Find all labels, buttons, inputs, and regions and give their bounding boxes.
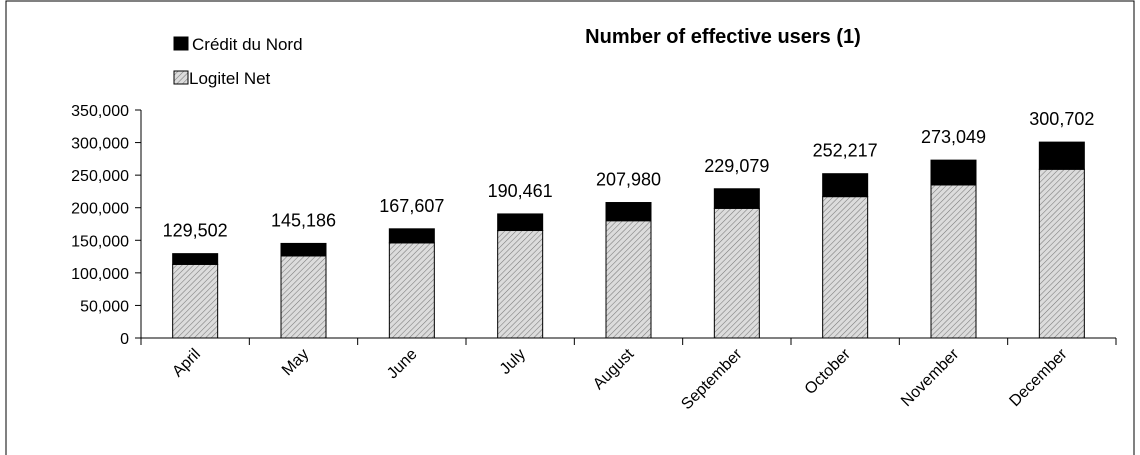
x-tick-label: November (898, 345, 963, 410)
x-tick-label: July (497, 346, 529, 378)
legend: Crédit du Nord Logitel Net (173, 35, 303, 88)
bar-logitel-net (822, 196, 869, 339)
bar-logitel-net (713, 207, 760, 339)
y-tick-label: 0 (120, 331, 129, 348)
y-tick-label: 200,000 (71, 201, 129, 218)
legend-label-logitel-net: Logitel Net (189, 69, 271, 88)
total-value-label: 207,980 (596, 170, 661, 190)
y-tick-label: 350,000 (71, 103, 129, 120)
legend-swatch-logitel-net (173, 70, 189, 85)
bar-logitel-net (1038, 168, 1085, 339)
total-value-label: 273,049 (921, 127, 986, 147)
y-axis: 0 50,000 100,000 150,000 200,000 250,000 300,0… (71, 103, 142, 348)
bar-credit-du-nord (822, 173, 869, 198)
chart-frame (5, 0, 1135, 455)
bar-logitel-net (497, 230, 544, 339)
x-tick-label: October (802, 345, 855, 398)
x-tick-label: September (678, 345, 746, 413)
bar-logitel-net (280, 255, 327, 339)
total-value-label: 167,607 (379, 196, 444, 216)
bar-logitel-net (605, 220, 652, 339)
bar-logitel-net (172, 263, 219, 339)
chart-title: Number of effective users (1) (585, 26, 861, 48)
y-tick-label: 300,000 (71, 136, 129, 153)
bar-credit-du-nord (713, 188, 760, 209)
x-tick-label: April (169, 346, 204, 381)
bar-credit-du-nord (1038, 141, 1085, 170)
x-tick-label: December (1006, 345, 1071, 410)
x-tick-label: June (384, 346, 421, 383)
total-value-label: 300,702 (1029, 109, 1094, 129)
bar-logitel-net (388, 242, 435, 339)
y-tick-label: 250,000 (71, 168, 129, 185)
bar-credit-du-nord (388, 228, 435, 244)
total-value-label: 252,217 (813, 141, 878, 161)
total-value-label: 229,079 (704, 156, 769, 176)
y-tick-label: 50,000 (80, 298, 129, 315)
total-value-label: 145,186 (271, 210, 336, 230)
x-tick-label: May (279, 346, 312, 379)
legend-label-credit-du-nord: Crédit du Nord (192, 35, 303, 54)
y-tick-label: 150,000 (71, 233, 129, 250)
x-tick-label: August (590, 345, 638, 393)
x-axis: April May June July August September October No… (140, 337, 1117, 413)
bar-credit-du-nord (930, 159, 977, 186)
legend-swatch-credit-du-nord (173, 36, 189, 51)
bar-credit-du-nord (172, 253, 219, 265)
bar-credit-du-nord (497, 213, 544, 232)
bar-credit-du-nord (605, 202, 652, 222)
bar-credit-du-nord (280, 242, 327, 257)
total-value-label: 190,461 (488, 181, 553, 201)
bars (172, 141, 1085, 339)
total-value-labels: 129,502 145,186 167,607 190,461 207,980 229,0… (163, 109, 1095, 241)
total-value-label: 129,502 (163, 221, 228, 241)
bar-logitel-net (930, 184, 977, 339)
y-tick-label: 100,000 (71, 266, 129, 283)
